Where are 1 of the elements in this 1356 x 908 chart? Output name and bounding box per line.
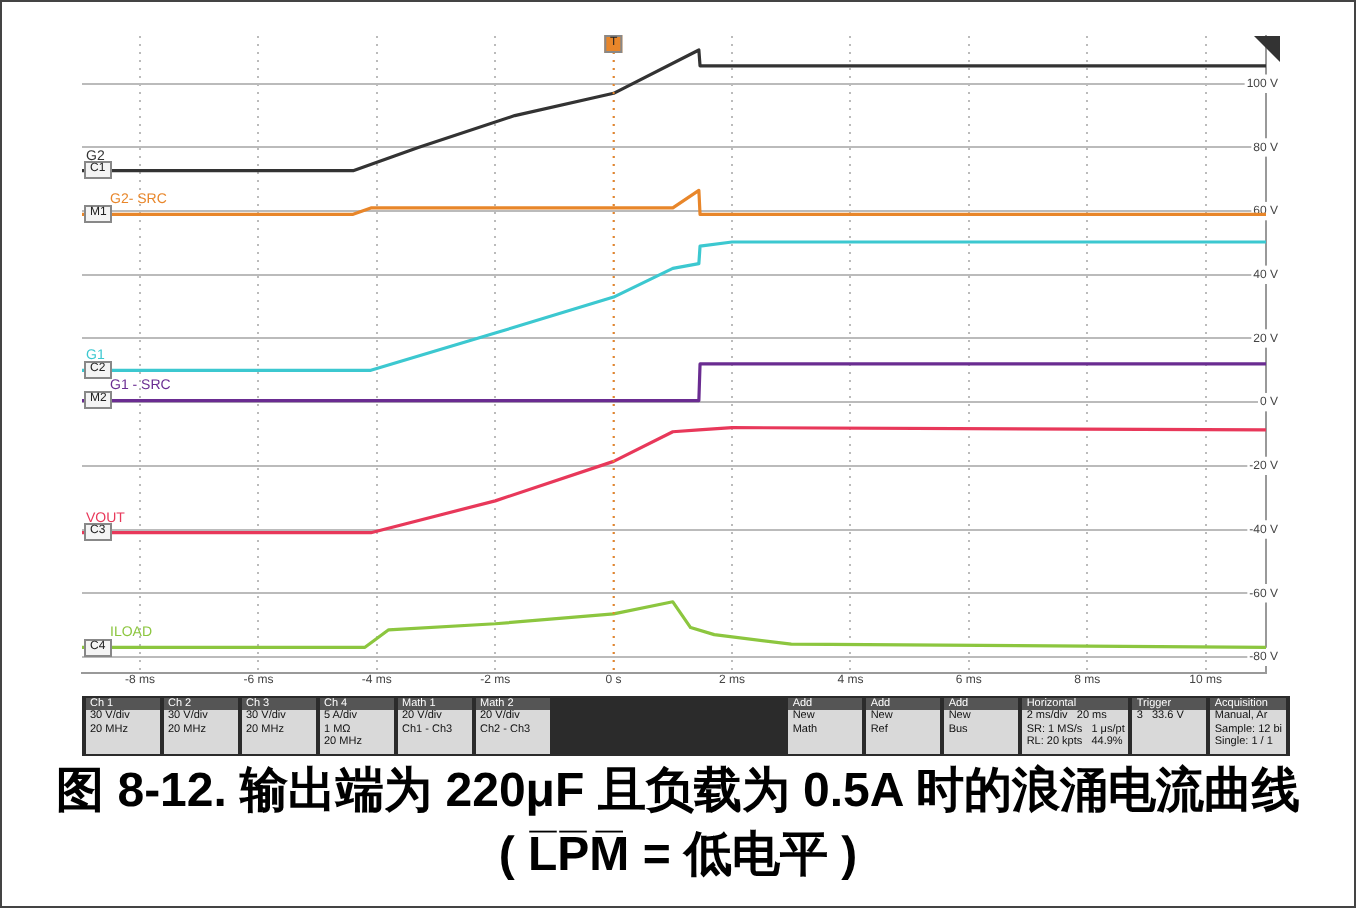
text: 图 8-12. 输出端为 220μF 且负载为 0.5A 时的浪涌电流曲线 ( L̅P̅M̅ = 低电平 ) xyxy=(54,762,1302,886)
